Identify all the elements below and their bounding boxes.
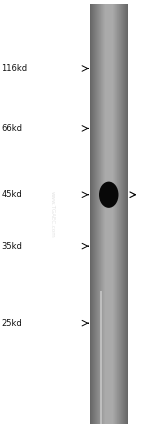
Text: 45kd: 45kd — [2, 190, 22, 199]
Text: 25kd: 25kd — [2, 318, 22, 328]
Ellipse shape — [99, 181, 118, 208]
Text: 66kd: 66kd — [2, 124, 22, 133]
Text: 116kd: 116kd — [2, 64, 28, 73]
Text: 35kd: 35kd — [2, 241, 22, 251]
Bar — [100, 291, 102, 424]
Text: www.TGAEC.com: www.TGAEC.com — [50, 190, 55, 238]
Bar — [90, 4, 128, 424]
